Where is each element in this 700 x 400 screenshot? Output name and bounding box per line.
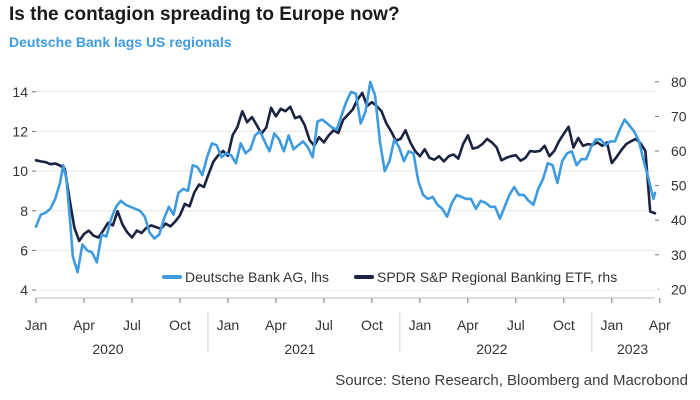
- x-tick-label: Jan: [217, 317, 240, 333]
- left-tick-label: 6: [20, 242, 28, 258]
- x-tick-label: Jan: [25, 317, 48, 333]
- right-tick-label: 50: [671, 178, 687, 194]
- x-year-label: 2022: [476, 341, 507, 357]
- left-tick-label: 10: [12, 163, 28, 179]
- right-y-axis: 20 30 40 50 60 70 80: [655, 74, 687, 297]
- left-tick-label: 14: [12, 84, 28, 100]
- x-tick-label: Jul: [123, 317, 141, 333]
- x-axis: Jan Apr Jul Oct Jan Apr Jul Oct Jan Apr Jul Oct Jan A…: [25, 298, 671, 357]
- legend-background: [158, 262, 658, 290]
- series-line-spdr-regional-banking: [34, 91, 657, 243]
- x-year-label: 2021: [284, 341, 315, 357]
- x-tick-label: Oct: [553, 317, 575, 333]
- left-tick-label: 4: [20, 282, 28, 298]
- x-tick-label: Jan: [409, 317, 432, 333]
- x-year-label: 2023: [617, 341, 648, 357]
- x-tick-label: Jul: [315, 317, 333, 333]
- right-tick-label: 70: [671, 108, 687, 124]
- x-tick-label: Apr: [457, 317, 479, 333]
- chart-subtitle: Deutsche Bank lags US regionals: [9, 34, 232, 50]
- right-tick-label: 60: [671, 143, 687, 159]
- left-tick-label: 8: [20, 203, 28, 219]
- x-year-label: 2020: [92, 341, 123, 357]
- legend: Deutsche Bank AG, lhs SPDR S&P Regional B…: [158, 262, 658, 290]
- series-line-deutsche-bank: [34, 80, 657, 274]
- source-note: Source: Steno Research, Bloomberg and Ma…: [335, 372, 688, 389]
- x-tick-label: Apr: [649, 317, 671, 333]
- x-tick-label: Apr: [73, 317, 95, 333]
- x-tick-label: Oct: [169, 317, 191, 333]
- chart-title: Is the contagion spreading to Europe now…: [9, 4, 400, 25]
- right-tick-label: 40: [671, 212, 687, 228]
- x-tick-label: Jan: [601, 317, 624, 333]
- right-tick-label: 20: [671, 281, 687, 297]
- x-tick-label: Apr: [265, 317, 287, 333]
- x-tick-label: Jul: [507, 317, 525, 333]
- right-tick-label: 30: [671, 247, 687, 263]
- series-lines: [34, 80, 657, 274]
- left-tick-label: 12: [12, 123, 28, 139]
- x-tick-label: Oct: [361, 317, 383, 333]
- legend-label-spdr: SPDR S&P Regional Banking ETF, rhs: [377, 269, 617, 285]
- legend-label-deutsche-bank: Deutsche Bank AG, lhs: [185, 269, 329, 285]
- left-y-axis: 4 6 8 10 12 14: [12, 84, 36, 298]
- right-tick-label: 80: [671, 74, 687, 90]
